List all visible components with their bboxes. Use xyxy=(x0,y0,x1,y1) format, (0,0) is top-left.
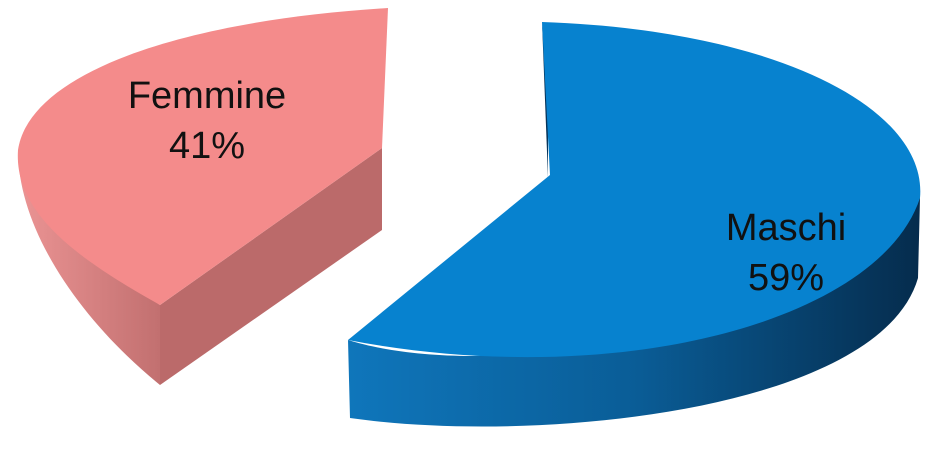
pie-slice-maschi-side xyxy=(348,198,920,427)
slice-value-maschi: 59% xyxy=(748,257,824,299)
pie-slice-femmine xyxy=(17,8,389,385)
slice-value-femmine: 41% xyxy=(169,125,245,167)
slice-label-femmine: Femmine xyxy=(128,75,286,117)
pie-slice-femmine-side xyxy=(18,150,160,385)
pie-slice-maschi xyxy=(348,22,921,427)
pie-slice-femmine-inner-face xyxy=(160,148,382,385)
pie-slice-maschi-top xyxy=(348,22,921,358)
pie-slice-maschi-inner-face xyxy=(542,22,548,178)
slice-label-maschi: Maschi xyxy=(726,207,846,249)
pie-slice-femmine-top xyxy=(17,8,389,305)
